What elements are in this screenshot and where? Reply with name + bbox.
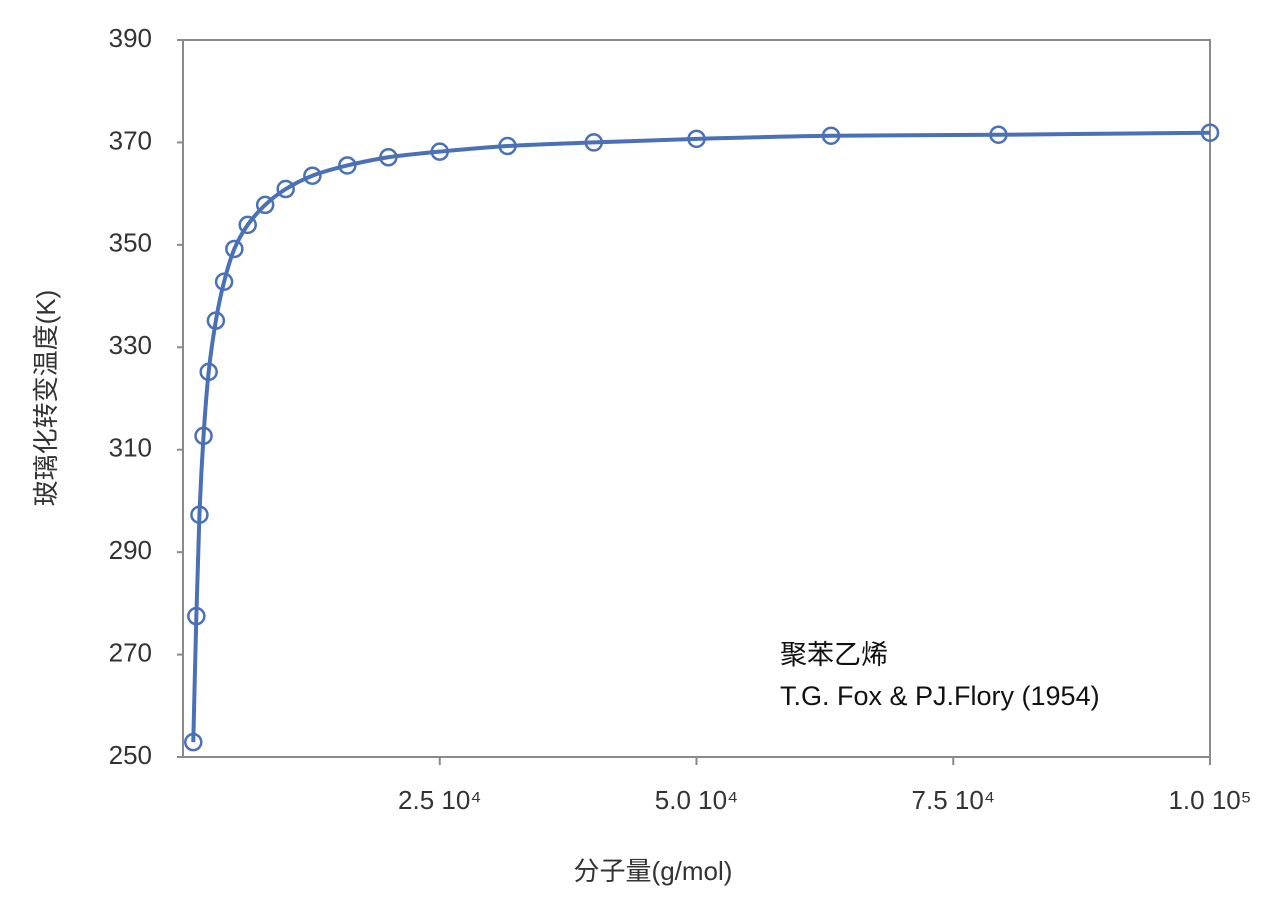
y-tick-label: 390 bbox=[109, 23, 152, 53]
x-tick-label: 7.5 10⁴ bbox=[912, 785, 995, 815]
x-tick-label: 5.0 10⁴ bbox=[655, 785, 738, 815]
data-line bbox=[191, 130, 1211, 743]
y-tick-label: 370 bbox=[109, 125, 152, 155]
data-point bbox=[303, 166, 322, 185]
data-point bbox=[187, 606, 206, 626]
y-tick-label: 250 bbox=[109, 740, 152, 770]
data-point bbox=[338, 156, 357, 175]
y-axis-label: 玻璃化转变温度(K) bbox=[31, 290, 61, 507]
data-point bbox=[821, 126, 841, 146]
data-point bbox=[184, 732, 203, 752]
data-point bbox=[214, 272, 234, 291]
data-point bbox=[1200, 123, 1220, 142]
data-point bbox=[584, 133, 604, 152]
y-tick-label: 330 bbox=[109, 330, 152, 360]
data-point bbox=[225, 239, 244, 259]
data-point bbox=[206, 311, 226, 330]
y-tick-label: 350 bbox=[109, 228, 152, 258]
y-tick-label: 310 bbox=[109, 433, 152, 463]
x-tick-label: 1.0 10⁵ bbox=[1168, 785, 1251, 815]
data-point bbox=[687, 129, 706, 149]
data-point bbox=[255, 195, 275, 215]
data-point bbox=[199, 362, 218, 382]
x-tick-label: 2.5 10⁴ bbox=[398, 785, 481, 815]
annotation: 聚苯乙烯 bbox=[780, 640, 888, 670]
data-point bbox=[276, 179, 295, 199]
annotation: T.G. Fox & PJ.Flory (1954) bbox=[780, 681, 1100, 711]
data-point bbox=[498, 136, 517, 156]
data-point bbox=[989, 125, 1008, 144]
data-point bbox=[190, 505, 209, 525]
x-axis-label: 分子量(g/mol) bbox=[574, 856, 733, 886]
data-point bbox=[194, 426, 213, 446]
data-point bbox=[430, 142, 449, 161]
data-point bbox=[379, 148, 398, 167]
data-point bbox=[238, 215, 257, 235]
y-tick-label: 290 bbox=[109, 535, 152, 565]
y-tick-label: 270 bbox=[109, 637, 152, 667]
